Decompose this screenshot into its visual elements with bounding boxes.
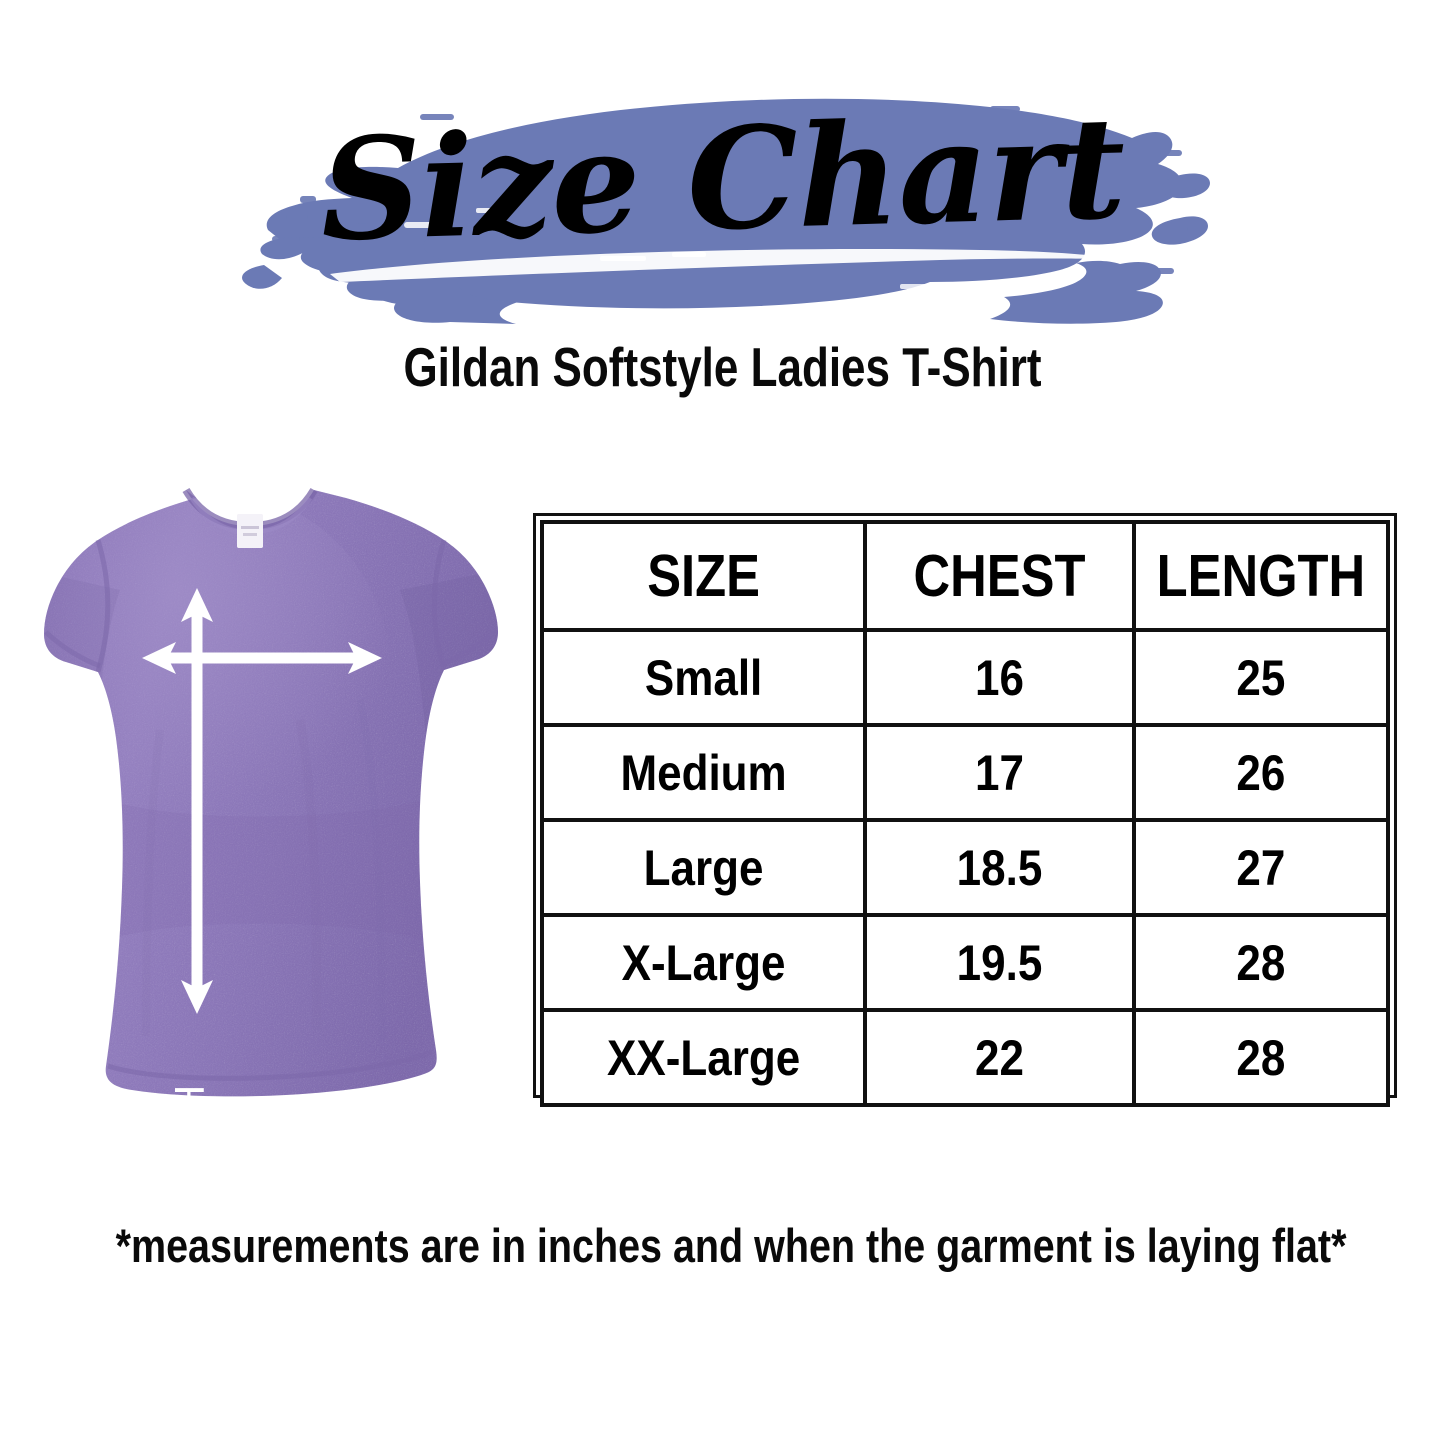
measurement-arrows <box>155 602 368 1000</box>
cell-chest: 16 <box>879 628 1120 727</box>
cell-size: X-Large <box>559 913 848 1012</box>
cell-size: XX-Large <box>559 1008 848 1107</box>
table-row: Large 18.5 27 <box>542 818 1388 917</box>
table-row: XX-Large 22 28 <box>542 1008 1388 1107</box>
measurement-footnote: *measurements are in inches and when the… <box>115 1219 1347 1272</box>
cell-length: 28 <box>1147 1008 1375 1107</box>
cell-size: Small <box>559 628 848 727</box>
page-title: Size Chart <box>318 86 1127 274</box>
table-row: X-Large 19.5 28 <box>542 913 1388 1012</box>
cell-chest: 17 <box>879 723 1120 822</box>
cell-length: 27 <box>1147 818 1375 917</box>
tshirt-illustration: CHEST LENGTH <box>0 470 520 1260</box>
brush-stroke-icon <box>242 98 1210 324</box>
table-header-row: SIZE CHEST LENGTH <box>542 520 1388 632</box>
cell-chest: 22 <box>879 1008 1120 1107</box>
column-header-length: LENGTH <box>1150 520 1372 632</box>
product-subtitle: Gildan Softstyle Ladies T-Shirt <box>403 336 1042 398</box>
table-row: Small 16 25 <box>542 628 1388 727</box>
column-header-size: SIZE <box>562 520 845 632</box>
cell-length: 25 <box>1147 628 1375 727</box>
cell-chest: 18.5 <box>879 818 1120 917</box>
cell-length: 28 <box>1147 913 1375 1012</box>
size-table-container: SIZE CHEST LENGTH Small 16 25 Medium 17 … <box>533 513 1397 1107</box>
cell-length: 26 <box>1147 723 1375 822</box>
table-row: Medium 17 26 <box>542 723 1388 822</box>
tshirt-icon <box>44 487 498 1097</box>
cell-chest: 19.5 <box>879 913 1120 1012</box>
chest-arrow-label: CHEST <box>222 1127 370 1174</box>
banner: Size Chart <box>0 78 1445 328</box>
column-header-chest: CHEST <box>882 520 1118 632</box>
neck-label-tag <box>237 514 263 548</box>
cell-size: Medium <box>559 723 848 822</box>
size-table: SIZE CHEST LENGTH Small 16 25 Medium 17 … <box>540 520 1390 1107</box>
cell-size: Large <box>559 818 848 917</box>
arrow-heads <box>142 588 382 1014</box>
